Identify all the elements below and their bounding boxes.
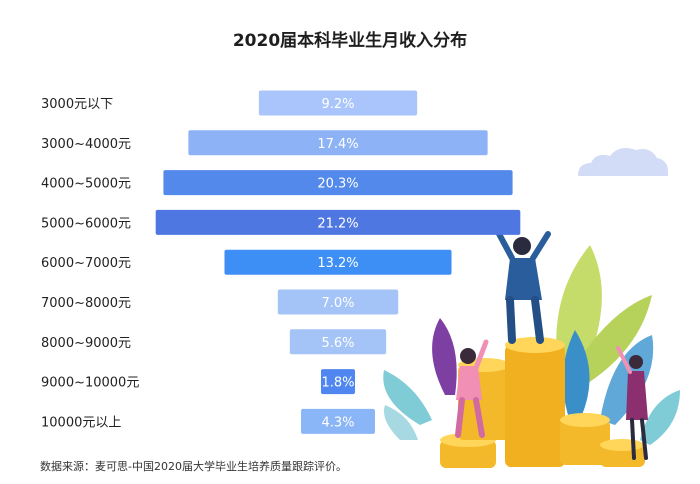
bar	[258, 90, 418, 116]
category-label: 5000~6000元	[41, 216, 131, 231]
value-label: 1.8%	[321, 376, 354, 391]
category-label: 7000~8000元	[41, 296, 131, 311]
coin-stacks-icon	[440, 337, 645, 468]
bar	[188, 130, 488, 156]
value-label: 17.4%	[317, 137, 358, 152]
category-label: 8000~9000元	[41, 336, 131, 351]
category-label: 3000~4000元	[41, 137, 131, 152]
value-label: 20.3%	[317, 177, 358, 192]
bar	[289, 329, 387, 355]
decorative-illustration	[383, 148, 680, 468]
chart-title: 2020届本科毕业生月收入分布	[232, 31, 468, 51]
businessman-icon	[495, 229, 551, 344]
value-label: 7.0%	[321, 296, 354, 311]
value-label: 21.2%	[317, 216, 358, 231]
bar	[321, 369, 355, 395]
bar	[301, 408, 375, 434]
cloud-icon	[578, 148, 668, 176]
bars-layer: 3000元以下 9.2% 3000~4000元 17.4% 4000~5000元 20.3…	[41, 90, 521, 434]
category-label: 10000元以上	[41, 415, 121, 430]
category-label: 9000~10000元	[41, 376, 139, 391]
value-label: 9.2%	[321, 97, 354, 112]
bar	[163, 170, 513, 196]
woman-right-icon	[616, 346, 648, 460]
value-label: 4.3%	[321, 415, 354, 430]
data-source-note: 数据来源：麦可思-中国2020届大学毕业生培养质量跟踪评价。	[40, 460, 347, 473]
bar	[224, 249, 452, 275]
category-label: 4000~5000元	[41, 177, 131, 192]
value-label: 13.2%	[317, 256, 358, 271]
bar	[277, 289, 399, 315]
woman-left-icon	[455, 339, 489, 438]
bar	[155, 209, 521, 235]
value-label: 5.6%	[321, 336, 354, 351]
category-label: 6000~7000元	[41, 256, 131, 271]
category-label: 3000元以下	[41, 97, 113, 112]
